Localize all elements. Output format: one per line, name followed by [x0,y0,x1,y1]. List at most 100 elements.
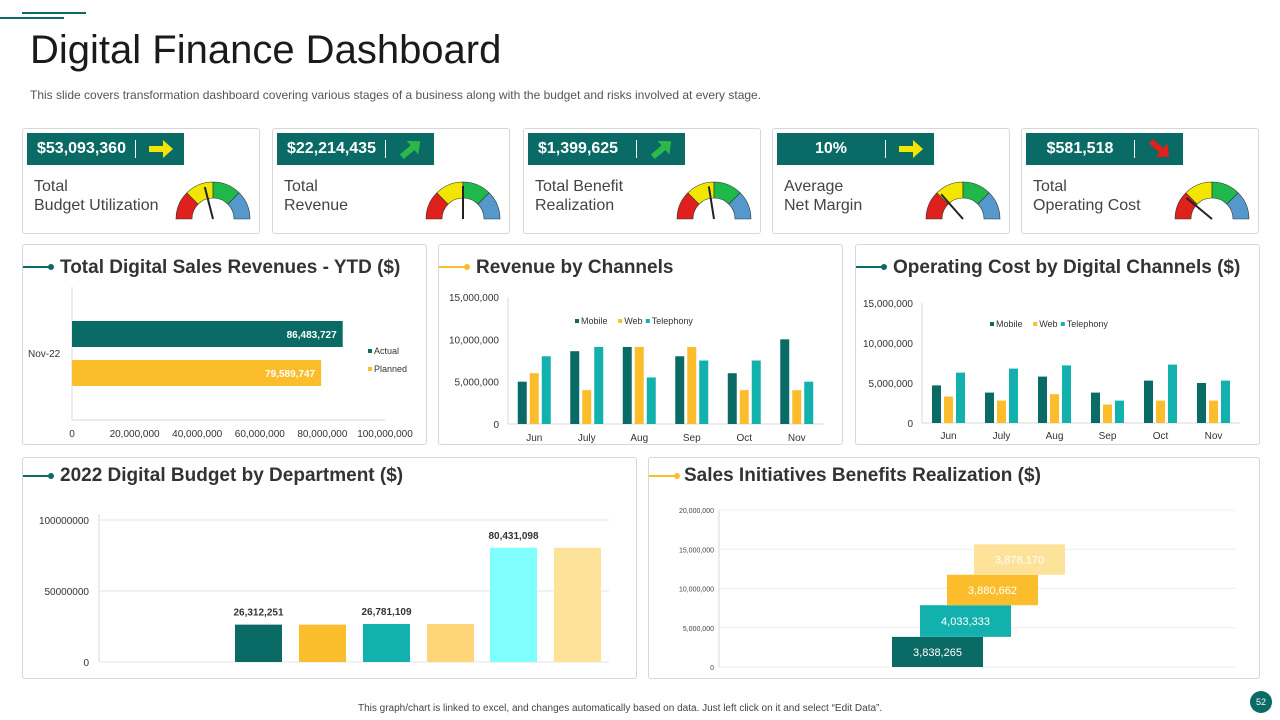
bar-planned [72,360,322,386]
bar-web [687,346,697,424]
legend-label: Telephony [1067,319,1109,329]
kpi-label: Average Net Margin [784,178,863,214]
y-tick-label: 10,000,000 [449,335,499,346]
bar [299,624,346,662]
data-label: 79,589,747 [265,369,315,380]
legend-label: Web [1039,319,1057,329]
bar-web [1103,404,1112,423]
bar-telephony [646,377,656,424]
bar-mobile [727,373,737,424]
legend-swatch [618,319,623,323]
bar-mobile [932,385,941,423]
decor-line [0,17,64,19]
card-sales-ytd: Total Digital Sales Revenues - YTD ($) 0… [22,244,427,445]
page-title: Digital Finance Dashboard [30,28,502,72]
x-tick-label: Oct [1153,431,1169,442]
legend-label: Planned [374,364,407,374]
budget-dept-chart: 0 50000000 100000000 26,312,251 26,781,109 80… [39,514,609,669]
x-tick-label: Aug [1046,431,1064,442]
bar [892,636,983,667]
card-budget-dept: 2022 Digital Budget by Department ($) 0 5… [22,457,637,679]
trend-right-icon [894,138,928,160]
gauge-icon [925,181,1001,220]
bar-telephony [1221,380,1230,423]
legend-label: Actual [374,346,399,356]
legend-swatch [1060,322,1065,326]
bar-mobile [1091,392,1100,423]
trend-right-icon [144,138,178,160]
bar-telephony [699,360,709,424]
kpi-value-box: $581,518 [1026,133,1183,165]
kpi-card: $581,518 Total Operating Cost [1021,128,1259,234]
bar [920,605,1011,637]
bar-web [1050,394,1059,423]
kpi-label: Total Revenue [284,178,349,214]
bar-telephony [1168,364,1177,423]
x-tick-label: 20,000,000 [110,429,160,440]
bar [490,547,537,662]
y-tick-label: 10,000,000 [679,587,714,594]
y-tick-label: 0 [83,658,89,669]
x-tick-label: Jun [526,433,542,444]
footer-note: This graph/chart is linked to excel, and… [358,703,883,714]
bar-mobile [780,339,790,424]
x-tick-label: Sep [683,433,701,444]
data-label: 26,312,251 [233,608,283,619]
y-tick-label: 100000000 [39,516,89,527]
trend-down-icon [1143,138,1177,160]
kpi-value: $581,518 [1046,140,1114,157]
data-label: 80,431,098 [488,531,538,542]
bar-mobile [985,392,994,423]
kpi-card: 10% Average Net Margin [772,128,1010,234]
bar [235,624,282,662]
x-tick-label: July [993,431,1011,442]
bar-web [739,390,749,424]
benefits-chart: 0 5,000,000 10,000,000 15,000,000 20,000,000… [679,508,1235,672]
sales-ytd-chart: 0 20,000,000 40,000,000 60,000,000 80,000,00… [28,287,413,440]
card-title: 2022 Digital Budget by Department ($) [60,465,404,486]
page-number: 52 [1250,691,1272,713]
bar-telephony [541,356,551,424]
x-tick-label: July [578,433,596,444]
x-tick-label: Oct [736,433,752,444]
y-tick-label: 15,000,000 [863,299,913,310]
bar [974,544,1065,575]
gauge-icon [676,181,752,220]
bar-telephony [594,346,604,424]
x-tick-label: 40,000,000 [172,429,222,440]
bar-telephony [751,360,761,424]
bar-mobile [622,346,632,424]
bar-mobile [1038,376,1047,423]
bar-mobile [1197,383,1206,423]
y-tick-label: 5,000,000 [455,378,500,389]
kpi-value: $22,214,435 [287,140,376,157]
legend-label: Telephony [652,316,694,326]
bar-telephony [1115,400,1124,423]
x-tick-label: 80,000,000 [297,429,347,440]
x-tick-label: 100,000,000 [357,429,413,440]
kpi-value-box: 10% [777,133,934,165]
card-title: Sales Initiatives Benefits Realization (… [684,465,1041,486]
x-tick-label: Jun [940,431,956,442]
kpi-label: Total Budget Utilization [34,178,159,214]
bar-actual [72,321,343,347]
data-label: 3,878,170 [995,555,1044,567]
legend-label: Mobile [581,316,608,326]
card-title: Total Digital Sales Revenues - YTD ($) [60,257,401,278]
bar-mobile [570,351,580,424]
y-tick-label: 0 [710,665,714,672]
bar [947,574,1038,606]
kpi-card: $1,399,625 Total Benefit Realization [523,128,761,234]
y-tick-label: 15,000,000 [679,547,714,554]
bar-telephony [1009,368,1018,423]
bar-web [582,390,592,424]
kpi-value: 10% [814,140,848,157]
bar-web [1209,400,1218,423]
x-tick-label: Sep [1099,431,1117,442]
y-tick-label: 10,000,000 [863,339,913,350]
y-tick-label: 0 [907,419,913,430]
kpi-value-box: $1,399,625 [528,133,685,165]
legend-swatch [368,349,372,353]
kpi-value-box: $22,214,435 [277,133,434,165]
gauge-icon [1174,181,1250,220]
